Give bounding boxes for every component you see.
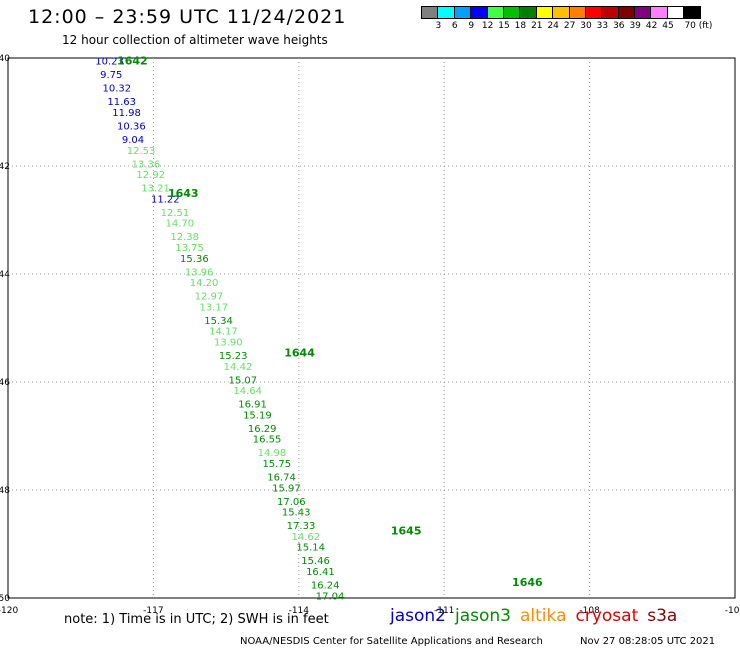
- color-scale-label: 45: [662, 21, 674, 31]
- wave-height-label: 14.42: [224, 362, 253, 373]
- color-scale-label: 42: [645, 21, 658, 31]
- wave-height-label: 17.04: [316, 591, 345, 602]
- wave-height-label: 14.70: [166, 219, 195, 230]
- wave-height-label: 15.36: [180, 254, 209, 265]
- x-tick-label: -105: [725, 606, 740, 616]
- x-tick-label: -108: [579, 606, 600, 616]
- wave-height-label: 14.62: [292, 532, 321, 543]
- generated-timestamp: Nov 27 08:28:05 UTC 2021: [580, 636, 716, 647]
- wave-height-label: 15.14: [296, 543, 325, 554]
- legend-cryosat: cryosat: [575, 606, 639, 626]
- wave-height-label: 15.23: [219, 351, 248, 362]
- wave-height-label: 11.63: [107, 97, 136, 108]
- wave-height-label: 12.97: [195, 292, 224, 303]
- wave-height-label: 16.55: [253, 435, 282, 446]
- wave-height-label: 10.36: [117, 122, 146, 133]
- wave-height-label: 16.74: [267, 473, 296, 484]
- color-scale-label: 30: [580, 21, 592, 31]
- color-scale-label: 33: [596, 21, 609, 31]
- color-scale-label: 3: [435, 21, 442, 31]
- wave-height-label: 13.17: [199, 302, 228, 313]
- page-subtitle: 12 hour collection of altimeter wave hei…: [62, 33, 328, 47]
- wave-height-label: 16.29: [248, 424, 277, 435]
- pass-time-annotation: 1645: [391, 525, 422, 538]
- x-tick-label: -111: [434, 606, 454, 616]
- color-scale-label: 70 (ft): [684, 21, 713, 31]
- legend-s3a: s3a: [647, 606, 678, 626]
- wave-height-label: 16.91: [238, 400, 267, 411]
- legend-jason3: jason3: [455, 606, 511, 626]
- color-scale-label: 21: [531, 21, 543, 31]
- color-scale-label: 9: [468, 21, 475, 31]
- x-tick-label: -117: [143, 606, 163, 616]
- wave-height-label: 12.53: [127, 146, 156, 157]
- legend-jason2: jason2: [390, 606, 446, 626]
- pass-time-annotation: 1642: [117, 55, 148, 68]
- wave-height-label: 13.96: [185, 267, 214, 278]
- color-scale-cell: [683, 6, 701, 19]
- wave-height-label: 15.43: [282, 508, 311, 519]
- y-tick-label: -44: [0, 270, 10, 280]
- color-scale-label: 36: [613, 21, 625, 31]
- color-scale-labels: 3 6 9 12 15 18 21 24 27 30 33 36 39 42 45 70 (ft): [422, 21, 740, 35]
- wave-height-label: 12.51: [161, 208, 190, 219]
- wave-height-label: 11.98: [112, 108, 141, 119]
- wave-height-label: 13.36: [132, 159, 161, 170]
- wave-height-label: 13.21: [141, 184, 170, 195]
- wave-height-label: 14.17: [209, 327, 238, 338]
- wave-height-label: 15.07: [229, 375, 258, 386]
- wave-height-label: 14.98: [258, 448, 287, 459]
- y-tick-label: -42: [0, 162, 10, 172]
- wave-height-label: 17.33: [287, 521, 316, 532]
- y-tick-label: -46: [0, 378, 10, 388]
- wave-height-label: 9.04: [122, 135, 144, 146]
- wave-height-label: 16.41: [306, 567, 335, 578]
- wave-height-label: 12.38: [170, 232, 199, 243]
- wave-height-label: 15.46: [301, 556, 330, 567]
- x-tick-label: -120: [0, 606, 18, 616]
- pass-time-annotation: 1643: [168, 187, 199, 200]
- credit-line: NOAA/NESDIS Center for Satellite Applica…: [240, 636, 543, 647]
- wave-height-label: 12.92: [136, 170, 165, 181]
- wave-height-label: 15.19: [243, 410, 272, 421]
- plot-frame: [7, 57, 736, 599]
- footer-note: note: 1) Time is in UTC; 2) SWH is in fe…: [64, 612, 329, 627]
- wave-height-label: 15.34: [204, 316, 233, 327]
- y-tick-label: -50: [0, 594, 10, 604]
- wave-height-label: 10.23: [95, 57, 124, 68]
- color-scale-label: 12: [481, 21, 494, 31]
- wave-height-label: 17.06: [277, 497, 306, 508]
- color-scale-label: 39: [629, 21, 641, 31]
- y-tick-label: -48: [0, 486, 10, 496]
- wave-height-label: 10.32: [103, 84, 132, 95]
- wave-height-label: 16.24: [311, 581, 340, 592]
- color-scale-label: 18: [514, 21, 527, 31]
- wave-height-label: 14.64: [233, 386, 262, 397]
- wave-height-label: 15.97: [272, 483, 301, 494]
- page-title: 12:00 – 23:59 UTC 11/24/2021: [28, 6, 347, 28]
- wave-height-label: 15.75: [262, 459, 291, 470]
- wave-height-label: 13.75: [175, 243, 204, 254]
- y-tick-label: -40: [0, 54, 10, 64]
- color-scale-label: 27: [563, 21, 576, 31]
- wave-height-label: 11.22: [151, 194, 180, 205]
- color-scale-label: 6: [451, 21, 458, 31]
- color-scale: [421, 6, 701, 19]
- pass-time-annotation: 1644: [284, 346, 315, 359]
- x-tick-label: -114: [289, 606, 310, 616]
- wave-height-label: 9.75: [100, 70, 122, 81]
- color-scale-label: 24: [547, 21, 559, 31]
- wave-height-label: 13.90: [214, 338, 243, 349]
- pass-time-annotation: 1646: [512, 576, 543, 589]
- color-scale-label: 15: [498, 21, 510, 31]
- satellite-legend: jason2 jason3 altika cryosat s3a: [390, 606, 686, 626]
- legend-altika: altika: [520, 606, 567, 626]
- wave-height-label: 14.20: [190, 278, 219, 289]
